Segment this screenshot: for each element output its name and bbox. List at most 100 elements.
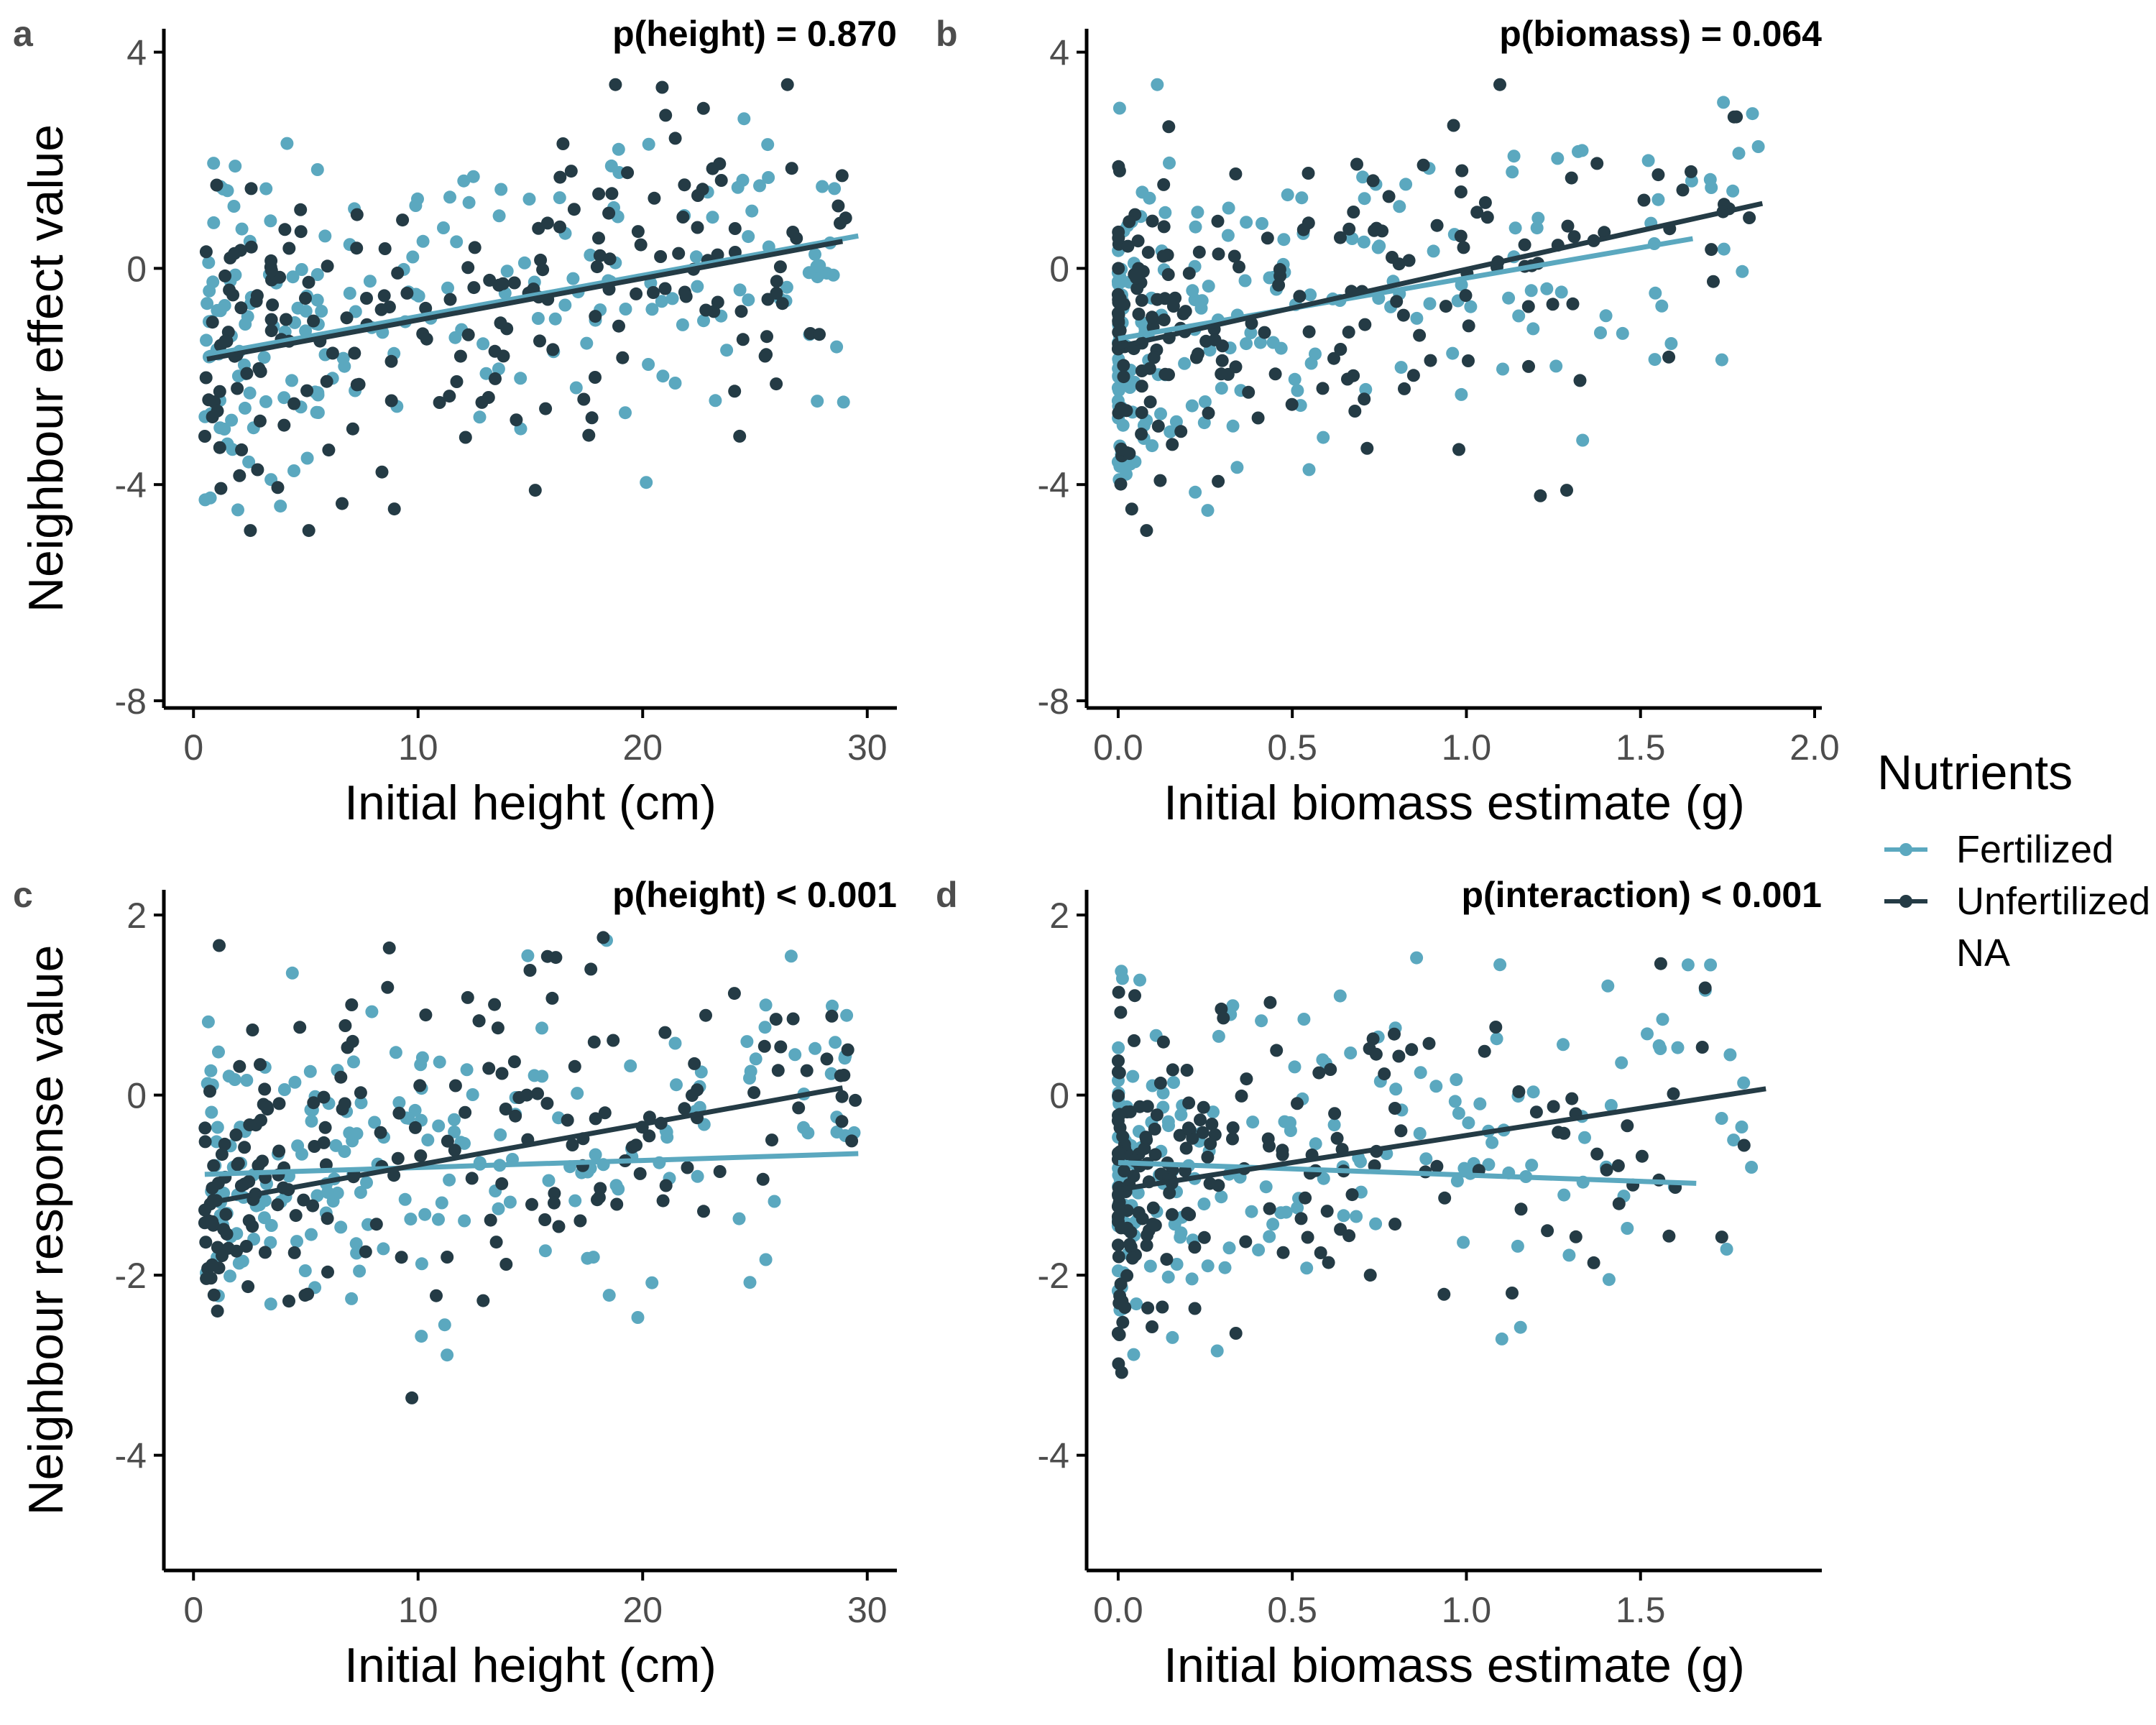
data-point	[389, 1046, 402, 1059]
data-point	[1654, 957, 1667, 970]
data-point	[306, 1199, 320, 1213]
data-point	[1302, 463, 1316, 477]
data-point	[1452, 443, 1465, 456]
data-point	[1651, 193, 1665, 206]
data-point	[1723, 1048, 1737, 1062]
data-point	[299, 292, 312, 305]
data-point	[365, 1005, 379, 1018]
data-point	[1328, 1107, 1342, 1121]
data-point	[1438, 1191, 1452, 1205]
data-point	[302, 524, 315, 538]
data-point	[1454, 229, 1468, 243]
data-point	[761, 293, 775, 306]
data-point	[437, 221, 450, 234]
data-point	[1115, 442, 1128, 456]
data-point	[1153, 1076, 1167, 1090]
data-point	[1368, 1159, 1381, 1172]
data-point	[825, 1009, 839, 1023]
data-point	[1373, 239, 1386, 253]
x-axis-title: Initial biomass estimate (g)	[1164, 776, 1745, 830]
data-point	[678, 178, 691, 192]
data-point	[1635, 1149, 1649, 1163]
data-point	[1112, 1200, 1125, 1213]
data-point	[1455, 387, 1468, 401]
data-point	[1291, 1201, 1304, 1215]
data-point	[259, 395, 272, 408]
data-point	[1133, 1100, 1146, 1113]
data-point	[311, 406, 325, 419]
data-point	[1341, 372, 1354, 386]
data-point	[1182, 1096, 1196, 1110]
data-point	[1695, 1041, 1709, 1054]
x-tick-label: 10	[398, 727, 438, 768]
data-point	[737, 112, 751, 126]
data-point	[1291, 384, 1304, 397]
data-point	[1662, 350, 1676, 364]
data-point	[720, 344, 734, 357]
data-point	[1222, 1241, 1236, 1255]
data-point	[1569, 1230, 1583, 1243]
data-point	[584, 962, 598, 976]
series-unfertilized	[198, 78, 852, 538]
data-point	[450, 235, 464, 249]
data-point	[1737, 1138, 1751, 1152]
data-point	[558, 298, 572, 312]
data-point	[1227, 249, 1241, 263]
data-point	[1179, 305, 1192, 318]
data-point	[392, 1106, 406, 1120]
data-point	[849, 1093, 862, 1107]
data-point	[338, 1097, 351, 1110]
data-point	[594, 1182, 607, 1195]
data-point	[780, 280, 793, 294]
data-point	[467, 281, 481, 295]
data-point	[1676, 183, 1690, 197]
data-point	[1360, 441, 1374, 455]
data-point	[1430, 1159, 1444, 1173]
data-point	[264, 214, 277, 228]
data-point	[1489, 1021, 1503, 1034]
data-point	[1146, 1201, 1160, 1215]
data-point	[711, 295, 724, 309]
data-point	[1120, 404, 1133, 418]
data-point	[1562, 1248, 1576, 1262]
data-point	[207, 1159, 221, 1172]
data-point	[521, 949, 535, 962]
data-point	[368, 1116, 382, 1129]
data-point	[1189, 220, 1202, 234]
legend-item-unfertilized: Unfertilized	[1884, 880, 2150, 923]
data-point	[448, 1113, 461, 1126]
data-point	[757, 1039, 771, 1053]
data-point	[1662, 1229, 1676, 1243]
data-point	[691, 280, 704, 293]
data-point	[277, 1083, 291, 1096]
data-point	[258, 1082, 272, 1096]
data-point	[592, 187, 606, 201]
data-point	[1166, 1330, 1179, 1344]
data-point	[432, 1213, 445, 1226]
data-point	[713, 157, 727, 170]
data-point	[585, 411, 599, 425]
data-point	[619, 406, 632, 420]
data-point	[522, 193, 536, 206]
x-axis-title: Initial height (cm)	[344, 776, 717, 830]
data-point	[1212, 1179, 1225, 1192]
data-point	[830, 1126, 844, 1138]
data-point	[1253, 336, 1267, 349]
data-point	[343, 287, 356, 300]
data-point	[1235, 1089, 1248, 1103]
data-point	[419, 1008, 433, 1022]
data-point	[580, 336, 594, 350]
data-point	[1215, 354, 1229, 367]
data-point	[624, 1059, 637, 1072]
data-point	[494, 183, 508, 196]
data-point	[213, 304, 227, 318]
data-point	[1156, 1300, 1169, 1314]
data-point	[218, 334, 232, 348]
data-point	[266, 298, 280, 312]
data-point	[321, 259, 334, 273]
data-point	[374, 1126, 387, 1139]
data-point	[1715, 1230, 1728, 1244]
data-point	[1118, 1301, 1132, 1314]
data-point	[295, 1147, 308, 1161]
data-point	[461, 328, 475, 341]
